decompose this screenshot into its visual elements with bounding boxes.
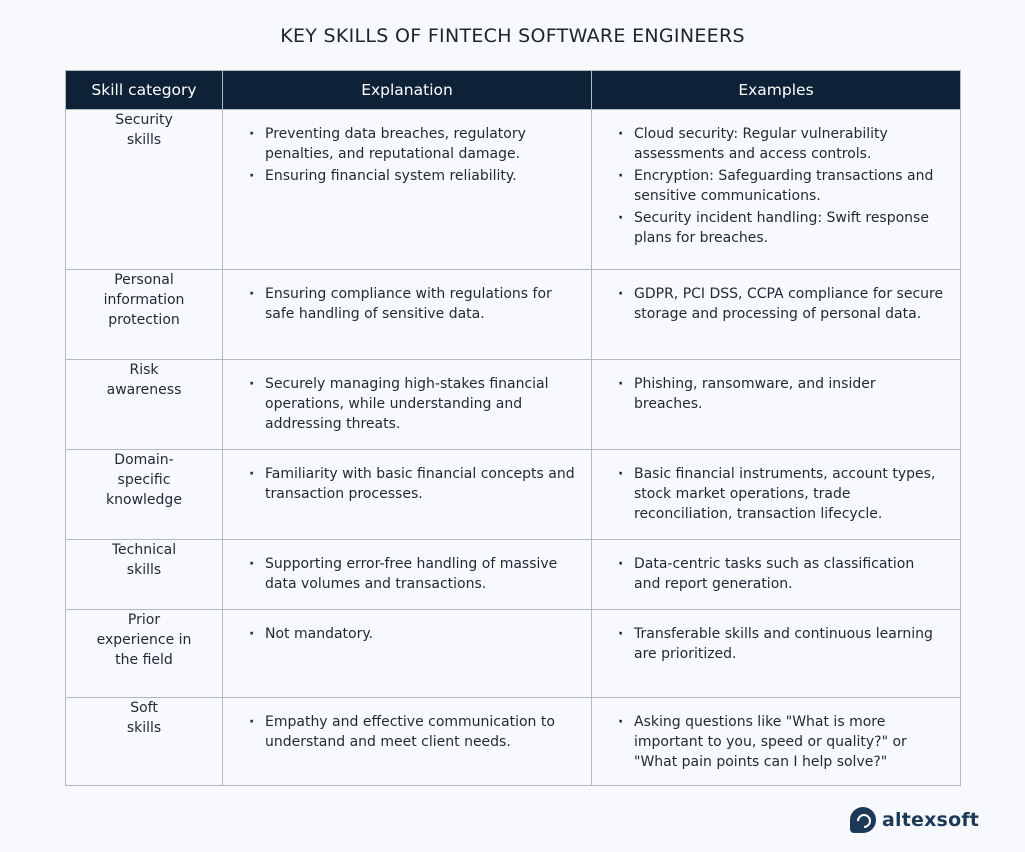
logo-text: altexsoft <box>882 809 980 831</box>
skill-category-label: Security skills <box>115 112 173 148</box>
skill-category-cell: Personal information protection <box>65 269 223 360</box>
explanation-item: Ensuring compliance with regulations for… <box>249 284 575 324</box>
skill-category-label: Soft skills <box>126 700 162 736</box>
skill-category-label: Technical skills <box>111 542 177 578</box>
examples-cell: Transferable skills and continuous learn… <box>591 609 961 698</box>
explanation-list: Preventing data breaches, regulatory pen… <box>249 124 575 186</box>
examples-list: Asking questions like "What is more impo… <box>618 712 944 772</box>
examples-cell: Asking questions like "What is more impo… <box>591 697 961 786</box>
explanation-list: Not mandatory. <box>249 624 575 644</box>
examples-cell: GDPR, PCI DSS, CCPA compliance for secur… <box>591 269 961 360</box>
explanation-cell: Empathy and effective communication to u… <box>222 697 592 786</box>
examples-cell: Cloud security: Regular vulnerability as… <box>591 109 961 270</box>
table-row: Personal information protection Ensuring … <box>65 269 961 360</box>
skill-category-cell: Risk awareness <box>65 359 223 450</box>
header-examples: Examples <box>591 70 961 110</box>
explanation-cell: Preventing data breaches, regulatory pen… <box>222 109 592 270</box>
explanation-item: Supporting error-free handling of massiv… <box>249 554 575 594</box>
table-body: Security skills Preventing data breaches,… <box>65 109 961 786</box>
table-row: Prior experience in the field Not mandato… <box>65 609 961 698</box>
skills-table: Skill category Explanation Examples Secu… <box>65 70 961 786</box>
explanation-item: Empathy and effective communication to u… <box>249 712 575 752</box>
examples-item: Data-centric tasks such as classificatio… <box>618 554 944 594</box>
skill-category-label: Personal information protection <box>103 272 185 328</box>
skill-category-label: Prior experience in the field <box>96 612 192 668</box>
examples-cell: Basic financial instruments, account typ… <box>591 449 961 540</box>
explanation-item: Preventing data breaches, regulatory pen… <box>249 124 575 164</box>
skill-category-label: Risk awareness <box>106 362 182 398</box>
header-skill-category: Skill category <box>65 70 223 110</box>
explanation-cell: Ensuring compliance with regulations for… <box>222 269 592 360</box>
examples-item: GDPR, PCI DSS, CCPA compliance for secur… <box>618 284 944 324</box>
explanation-list: Securely managing high-stakes financial … <box>249 374 575 434</box>
explanation-list: Ensuring compliance with regulations for… <box>249 284 575 324</box>
examples-list: Transferable skills and continuous learn… <box>618 624 944 664</box>
skill-category-label: Domain- specific knowledge <box>106 452 182 508</box>
skill-category-cell: Soft skills <box>65 697 223 786</box>
examples-item: Encryption: Safeguarding transactions an… <box>618 166 944 206</box>
skill-category-cell: Technical skills <box>65 539 223 610</box>
examples-list: GDPR, PCI DSS, CCPA compliance for secur… <box>618 284 944 324</box>
table-row: Domain- specific knowledge Familiarity wi… <box>65 449 961 540</box>
explanation-cell: Supporting error-free handling of massiv… <box>222 539 592 610</box>
altexsoft-logo-icon <box>850 807 876 833</box>
skill-category-cell: Domain- specific knowledge <box>65 449 223 540</box>
explanation-cell: Securely managing high-stakes financial … <box>222 359 592 450</box>
examples-item: Asking questions like "What is more impo… <box>618 712 944 772</box>
header-explanation: Explanation <box>222 70 592 110</box>
explanation-cell: Not mandatory. <box>222 609 592 698</box>
table-row: Technical skills Supporting error-free ha… <box>65 539 961 610</box>
table-row: Security skills Preventing data breaches,… <box>65 109 961 270</box>
skill-category-cell: Prior experience in the field <box>65 609 223 698</box>
examples-cell: Phishing, ransomware, and insider breach… <box>591 359 961 450</box>
examples-item: Cloud security: Regular vulnerability as… <box>618 124 944 164</box>
explanation-list: Supporting error-free handling of massiv… <box>249 554 575 594</box>
explanation-item: Familiarity with basic financial concept… <box>249 464 575 504</box>
examples-list: Data-centric tasks such as classificatio… <box>618 554 944 594</box>
explanation-item: Ensuring financial system reliability. <box>249 166 575 186</box>
examples-item: Basic financial instruments, account typ… <box>618 464 944 524</box>
explanation-list: Familiarity with basic financial concept… <box>249 464 575 504</box>
examples-cell: Data-centric tasks such as classificatio… <box>591 539 961 610</box>
examples-list: Phishing, ransomware, and insider breach… <box>618 374 944 414</box>
examples-item: Security incident handling: Swift respon… <box>618 208 944 248</box>
table-header-row: Skill category Explanation Examples <box>65 70 961 110</box>
examples-item: Transferable skills and continuous learn… <box>618 624 944 664</box>
explanation-item: Not mandatory. <box>249 624 575 644</box>
altexsoft-logo: altexsoft <box>850 805 979 835</box>
page-title: KEY SKILLS OF FINTECH SOFTWARE ENGINEERS <box>280 25 745 47</box>
examples-list: Basic financial instruments, account typ… <box>618 464 944 524</box>
examples-item: Phishing, ransomware, and insider breach… <box>618 374 944 414</box>
explanation-list: Empathy and effective communication to u… <box>249 712 575 752</box>
explanation-item: Securely managing high-stakes financial … <box>249 374 575 434</box>
table-row: Soft skills Empathy and effective communi… <box>65 697 961 786</box>
table-row: Risk awareness Securely managing high-sta… <box>65 359 961 450</box>
examples-list: Cloud security: Regular vulnerability as… <box>618 124 944 248</box>
explanation-cell: Familiarity with basic financial concept… <box>222 449 592 540</box>
skill-category-cell: Security skills <box>65 109 223 270</box>
